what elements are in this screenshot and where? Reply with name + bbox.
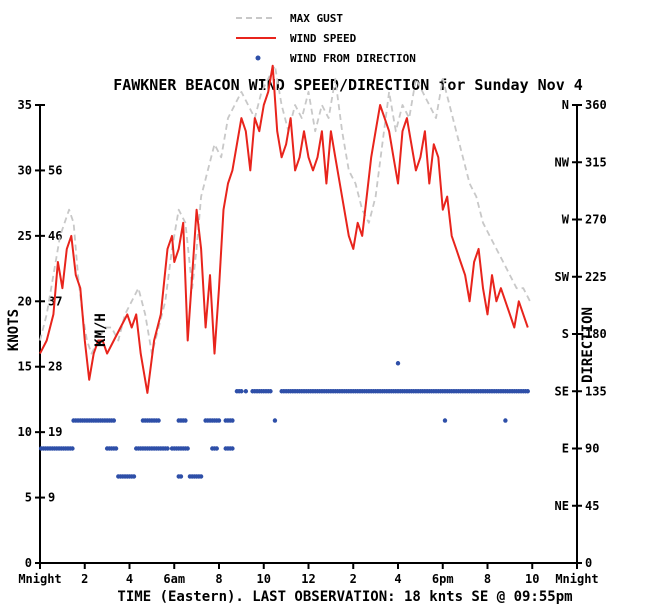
direction-tick-label: 315 bbox=[585, 155, 607, 169]
wind-speed-line bbox=[39, 64, 529, 394]
kmh-tick-label: 28 bbox=[48, 360, 62, 374]
knots-tick-label: 10 bbox=[18, 425, 32, 439]
compass-label: SE bbox=[555, 384, 569, 398]
direction-point bbox=[272, 418, 278, 423]
direction-tick-label: 90 bbox=[585, 442, 599, 456]
direction-point bbox=[214, 446, 219, 451]
direction-point bbox=[185, 446, 190, 451]
y-axis-title-direction: DIRECTION bbox=[580, 307, 596, 383]
knots-tick-label: 5 bbox=[25, 491, 32, 505]
direction-tick-label: 360 bbox=[585, 98, 607, 112]
direction-tick-label: 270 bbox=[585, 213, 607, 227]
direction-point bbox=[70, 446, 75, 451]
compass-label: S bbox=[562, 327, 569, 341]
knots-tick-label: 25 bbox=[18, 229, 32, 243]
legend-swatch-direction bbox=[255, 55, 261, 61]
knots-tick-label: 35 bbox=[18, 98, 32, 112]
x-tick-label: 8 bbox=[484, 572, 491, 586]
direction-tick-label: 0 bbox=[585, 556, 592, 570]
compass-label: NW bbox=[555, 155, 570, 169]
compass-label: E bbox=[562, 442, 569, 456]
x-tick-label: Mnight bbox=[555, 572, 598, 586]
x-tick-label: Mnight bbox=[18, 572, 61, 586]
legend-label: WIND FROM DIRECTION bbox=[290, 52, 416, 65]
direction-point bbox=[230, 418, 235, 423]
knots-tick-label: 0 bbox=[25, 556, 32, 570]
direction-point bbox=[395, 361, 401, 366]
y-axis-title-knots: KNOTS bbox=[6, 309, 22, 351]
x-tick-label: 12 bbox=[301, 572, 315, 586]
direction-point bbox=[268, 389, 273, 394]
compass-label: W bbox=[562, 213, 570, 227]
knots-tick-label: 15 bbox=[18, 360, 32, 374]
x-tick-label: 6pm bbox=[432, 572, 454, 586]
x-tick-label: 2 bbox=[81, 572, 88, 586]
x-tick-label: 4 bbox=[126, 572, 133, 586]
direction-point bbox=[156, 418, 161, 423]
x-tick-label: 10 bbox=[525, 572, 539, 586]
direction-point bbox=[243, 389, 249, 394]
compass-label: N bbox=[562, 98, 569, 112]
direction-point bbox=[216, 418, 222, 423]
direction-point bbox=[239, 389, 244, 394]
y-axis-title-kmh: KM/H bbox=[93, 313, 109, 347]
legend-label: WIND SPEED bbox=[290, 32, 357, 45]
max-gust-line bbox=[39, 64, 531, 355]
direction-point bbox=[165, 446, 170, 451]
x-tick-label: 4 bbox=[394, 572, 401, 586]
direction-point bbox=[198, 474, 204, 479]
kmh-tick-label: 46 bbox=[48, 229, 62, 243]
x-tick-label: 2 bbox=[350, 572, 357, 586]
x-tick-label: 8 bbox=[215, 572, 222, 586]
compass-label: SW bbox=[555, 270, 570, 284]
legend: MAX GUST WIND SPEED WIND FROM DIRECTION bbox=[236, 12, 416, 65]
kmh-tick-label: 19 bbox=[48, 425, 62, 439]
direction-point bbox=[178, 474, 184, 479]
chart-title: FAWKNER BEACON WIND SPEED/DIRECTION for … bbox=[113, 76, 583, 94]
direction-tick-label: 225 bbox=[585, 270, 607, 284]
legend-label: MAX GUST bbox=[290, 12, 343, 25]
compass-label: NE bbox=[555, 499, 569, 513]
direction-point bbox=[131, 474, 137, 479]
x-tick-label: 10 bbox=[257, 572, 271, 586]
direction-dots bbox=[38, 361, 530, 479]
direction-point bbox=[525, 389, 530, 394]
direction-point bbox=[183, 418, 188, 423]
x-tick-label: 6am bbox=[163, 572, 185, 586]
direction-tick-label: 45 bbox=[585, 499, 599, 513]
knots-tick-label: 30 bbox=[18, 163, 32, 177]
direction-point bbox=[230, 446, 235, 451]
direction-tick-label: 180 bbox=[585, 327, 607, 341]
direction-point bbox=[113, 446, 119, 451]
direction-point bbox=[111, 418, 117, 423]
knots-tick-label: 20 bbox=[18, 294, 32, 308]
x-axis-title: TIME (Eastern). LAST OBSERVATION: 18 knt… bbox=[117, 589, 572, 605]
direction-tick-label: 135 bbox=[585, 384, 607, 398]
kmh-tick-label: 9 bbox=[48, 491, 55, 505]
direction-point bbox=[503, 418, 508, 423]
kmh-tick-label: 56 bbox=[48, 163, 62, 177]
direction-point bbox=[442, 418, 448, 423]
